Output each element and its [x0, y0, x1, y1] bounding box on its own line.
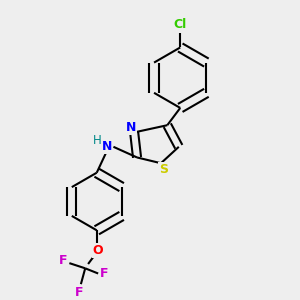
Text: N: N	[125, 121, 136, 134]
Text: N: N	[102, 140, 112, 153]
Text: H: H	[93, 134, 102, 147]
Text: F: F	[100, 267, 109, 280]
Text: Cl: Cl	[174, 18, 187, 31]
Text: O: O	[93, 244, 104, 257]
Text: S: S	[159, 163, 168, 176]
Text: F: F	[75, 286, 84, 299]
Text: F: F	[59, 254, 67, 267]
